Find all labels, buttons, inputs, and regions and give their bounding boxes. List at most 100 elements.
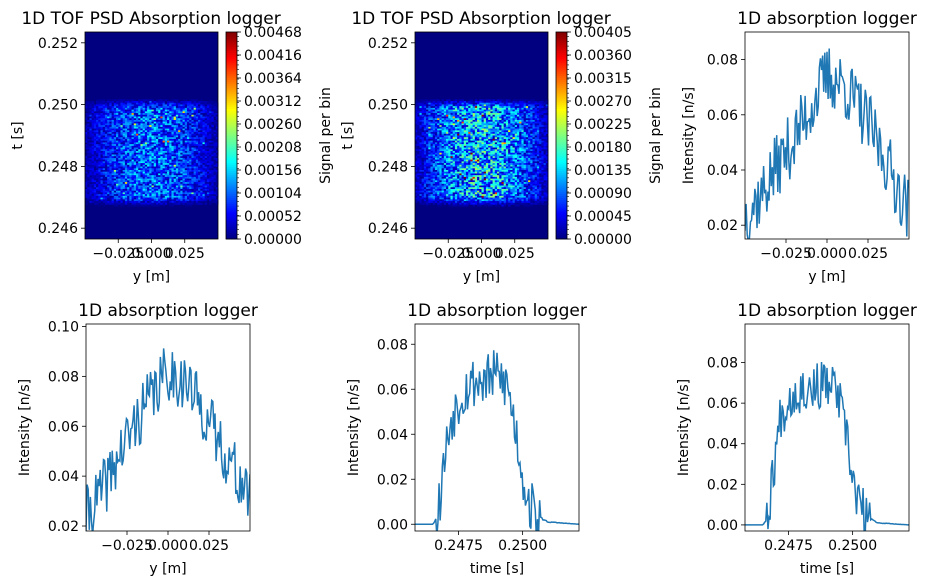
- heatmap-cell: [91, 154, 95, 157]
- heatmap-cell: [133, 180, 137, 183]
- heatmap-cell: [178, 102, 181, 105]
- heatmap-cell: [195, 106, 199, 109]
- heatmap-cell: [211, 175, 214, 178]
- heatmap-cell: [85, 156, 88, 159]
- heatmap-cell: [164, 192, 168, 195]
- heatmap-cell: [129, 149, 132, 152]
- heatmap-cell: [171, 126, 174, 129]
- heatmap-cell: [206, 195, 210, 198]
- heatmap-cell: [122, 188, 126, 191]
- heatmap-cell: [164, 106, 168, 109]
- heatmap-cell: [417, 132, 420, 135]
- heatmap-cell: [142, 176, 146, 179]
- heatmap-cell: [175, 137, 179, 140]
- heatmap-cell: [162, 159, 166, 162]
- heatmap-cell: [430, 123, 434, 126]
- colorbar-tick-label: 0.00312: [244, 94, 302, 110]
- heatmap-cell: [193, 132, 197, 135]
- heatmap-cell: [439, 107, 442, 110]
- heatmap-cell: [481, 125, 485, 128]
- heatmap-cell: [133, 132, 137, 135]
- heatmap-cell: [96, 119, 99, 122]
- heatmap-cell: [151, 113, 155, 116]
- heatmap-cell: [138, 123, 141, 126]
- heatmap-cell: [198, 188, 201, 191]
- heatmap-cell: [162, 102, 166, 105]
- heatmap-cell: [204, 121, 208, 124]
- heatmap-cell: [206, 101, 210, 104]
- heatmap-cell: [465, 107, 469, 110]
- heatmap-cell: [127, 119, 130, 122]
- heatmap-cell: [162, 99, 166, 102]
- heatmap-cell: [135, 154, 139, 157]
- heatmap-cell: [124, 104, 128, 107]
- heatmap-cell: [124, 190, 128, 193]
- heatmap-cell: [93, 164, 97, 167]
- heatmap-cell: [195, 202, 199, 205]
- heatmap-cell: [100, 142, 104, 145]
- heatmap-cell: [142, 116, 146, 119]
- heatmap-cell: [155, 183, 159, 186]
- heatmap-cell: [198, 197, 201, 200]
- heatmap-cell: [461, 111, 465, 114]
- heatmap-cell: [171, 106, 174, 109]
- heatmap-cell: [204, 142, 208, 145]
- heatmap-cell: [508, 132, 511, 135]
- heatmap-cell: [167, 123, 170, 126]
- heatmap-cell: [160, 194, 163, 197]
- heatmap-cell: [204, 197, 208, 200]
- heatmap-cell: [162, 133, 166, 136]
- heatmap-cell: [167, 176, 170, 179]
- heatmap-cell: [508, 128, 511, 131]
- heatmap-cell: [167, 138, 170, 141]
- heatmap-cell: [452, 126, 456, 129]
- heatmap-cell: [120, 140, 123, 143]
- heatmap-cell: [142, 123, 146, 126]
- heatmap-cell: [204, 107, 208, 110]
- heatmap-cell: [147, 192, 150, 195]
- heatmap-cell: [158, 113, 161, 116]
- heatmap-cell: [189, 111, 192, 114]
- heatmap-cell: [184, 111, 188, 114]
- heatmap-cell: [191, 130, 194, 133]
- heatmap-cell: [98, 109, 101, 112]
- heatmap-cell: [91, 109, 95, 112]
- heatmap-cell: [142, 180, 146, 183]
- heatmap-cell: [160, 192, 163, 195]
- heatmap-cell: [198, 114, 201, 117]
- heatmap-cell: [131, 145, 135, 148]
- heatmap-cell: [162, 140, 166, 143]
- heatmap-cell: [191, 201, 194, 204]
- heatmap-cell: [162, 109, 166, 112]
- heatmap-cell: [107, 107, 110, 110]
- heatmap-cell: [175, 123, 179, 126]
- heatmap-cell: [109, 126, 112, 129]
- heatmap-cell: [457, 99, 460, 102]
- colorbar-step: [226, 135, 237, 138]
- heatmap-cell: [488, 116, 491, 119]
- heatmap-cell: [127, 121, 130, 124]
- heatmap-cell: [169, 140, 172, 143]
- heatmap-cell: [124, 157, 128, 160]
- heatmap-cell: [89, 132, 92, 135]
- heatmap-cell: [202, 190, 205, 193]
- heatmap-cell: [169, 102, 172, 105]
- heatmap-cell: [96, 138, 99, 141]
- heatmap-cell: [151, 119, 155, 122]
- heatmap-cell: [140, 111, 143, 114]
- heatmap-cell: [202, 119, 205, 122]
- heatmap-cell: [167, 194, 170, 197]
- colorbar-step: [226, 36, 237, 39]
- heatmap-cell: [107, 202, 110, 205]
- heatmap-cell: [158, 164, 161, 167]
- heatmap-cell: [155, 168, 159, 171]
- heatmap-cell: [111, 168, 115, 171]
- heatmap-cell: [508, 111, 511, 114]
- heatmap-cell: [523, 132, 527, 135]
- heatmap-cell: [206, 113, 210, 116]
- heatmap-cell: [160, 171, 163, 174]
- heatmap-cell: [512, 132, 516, 135]
- heatmap-cell: [191, 163, 194, 166]
- heatmap-cell: [213, 119, 217, 122]
- heatmap-cell: [147, 118, 150, 121]
